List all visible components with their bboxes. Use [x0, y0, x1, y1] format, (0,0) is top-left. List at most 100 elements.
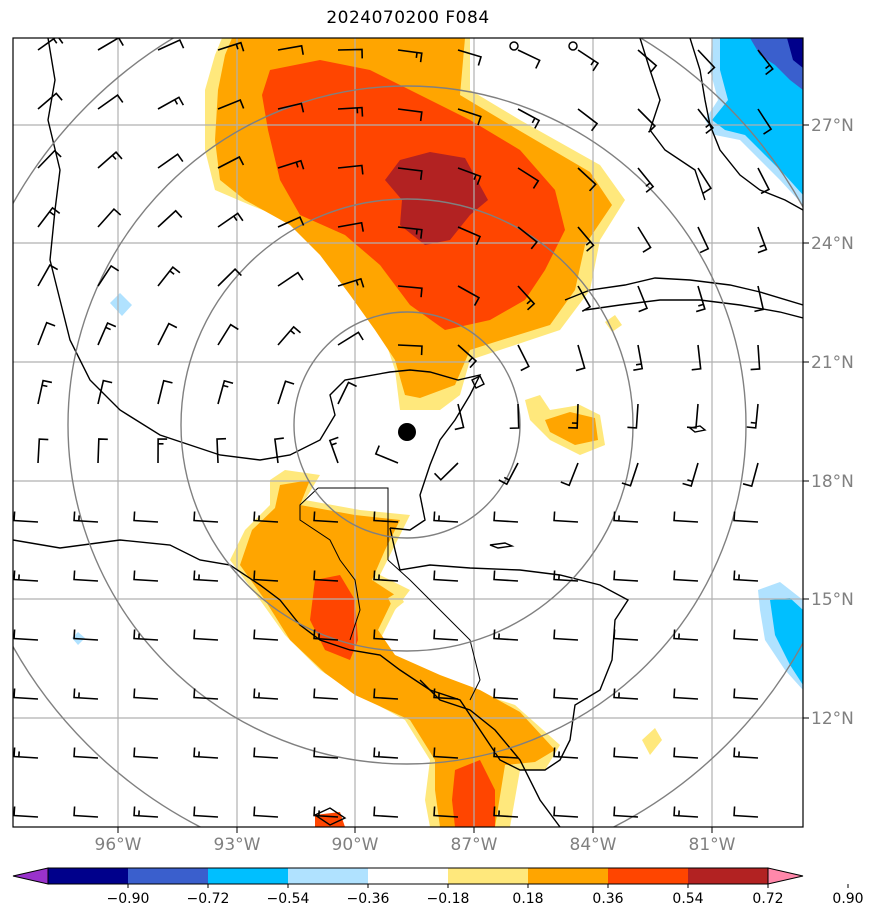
wind-barb [433, 462, 459, 481]
wind-barb [133, 511, 159, 523]
colorbar-label: 0.90 [832, 891, 863, 907]
colorbar-cell [208, 868, 289, 884]
wind-barb [613, 806, 639, 818]
wind-barb [313, 747, 339, 759]
wind-barb [733, 747, 759, 759]
contour-fill-0.36-south [240, 480, 555, 827]
wind-barb [433, 688, 459, 700]
wind-barb [621, 462, 639, 487]
wind-barb [457, 285, 481, 306]
wind-barb [73, 806, 99, 818]
wind-barb [697, 49, 716, 75]
wind-barb [337, 221, 365, 232]
wind-barb [73, 747, 99, 759]
wind-barb [217, 41, 245, 52]
wind-barb [757, 167, 771, 195]
wind-barb [157, 209, 183, 228]
wind-barb [457, 108, 482, 126]
wind-barb [313, 688, 339, 700]
wind-barb [553, 511, 579, 523]
wind-barb [217, 99, 245, 110]
lat-tick-labels: 27°N 24°N 21°N 18°N 15°N 12°N [811, 116, 854, 729]
wind-barb [73, 629, 99, 641]
wind-barb [637, 167, 655, 193]
colorbar-label: 0.18 [512, 891, 543, 907]
map-area [13, 38, 803, 827]
wind-barb [673, 747, 699, 759]
wind-barb [673, 629, 699, 641]
colorbar-label: −0.18 [427, 891, 470, 907]
wind-barb [517, 49, 541, 69]
lat-tick-label: 27°N [811, 116, 854, 136]
wind-barb [733, 511, 759, 523]
wind-barb [277, 44, 304, 55]
wind-barb [697, 108, 715, 135]
wind-barb [193, 570, 219, 582]
lon-tick-labels: 96°W 93°W 90°W 87°W 84°W 81°W [95, 835, 736, 855]
wind-barb [493, 570, 519, 582]
wind-barb [433, 570, 459, 582]
lon-tick-label: 90°W [332, 835, 379, 855]
contour-fill-neg0.54-ne [750, 38, 803, 90]
wind-barb [373, 688, 399, 700]
wind-barb [37, 264, 59, 287]
wind-barb [328, 436, 339, 464]
colorbar-cell [608, 868, 689, 884]
wind-barb [277, 216, 305, 228]
wind-barb [97, 264, 120, 287]
wind-barb [217, 155, 245, 169]
wind-barb [637, 285, 649, 313]
wind-barb [695, 285, 706, 313]
wind-barb [277, 325, 302, 346]
wind-barb [277, 271, 304, 287]
wind-barb [577, 226, 595, 252]
colorbar-extend-left [12, 867, 49, 885]
range-rings [13, 38, 803, 827]
wind-barb [733, 688, 759, 700]
wind-barb [37, 92, 63, 110]
wind-barb [193, 688, 219, 700]
colorbar-label: −0.54 [267, 891, 310, 907]
wind-barb [97, 93, 124, 110]
wind-barb [97, 38, 124, 51]
colorbar-cell [448, 868, 529, 884]
wind-barb [253, 511, 279, 523]
wind-barb [133, 629, 159, 641]
wind-barb [13, 806, 39, 818]
colorbar-cell [688, 868, 769, 884]
colorbar-extend-right [767, 867, 804, 885]
wind-barb [493, 688, 519, 700]
wind-barb [157, 96, 185, 110]
wind-barb [373, 629, 399, 641]
wind-barb [193, 511, 219, 523]
wind-barb [157, 153, 184, 169]
wind-barb [277, 380, 295, 405]
lat-tick-label: 24°N [811, 234, 854, 254]
wind-barb [517, 285, 536, 311]
contour-fill-neg0.36-se [770, 598, 803, 685]
wind-barb [498, 462, 519, 486]
wind-barb [313, 806, 339, 818]
wind-barb [374, 445, 399, 464]
wind-barb [577, 285, 592, 312]
wind-barb [673, 511, 699, 523]
wind-barb [217, 212, 244, 228]
wind-barb [433, 747, 459, 759]
wind-barb [253, 747, 279, 759]
wind-barb [517, 108, 541, 129]
wind-barb [613, 629, 639, 641]
graticule [13, 38, 803, 827]
wind-barb [37, 149, 62, 169]
wind-barb [373, 570, 399, 582]
colorbar-label: 0.36 [592, 891, 623, 907]
wind-barb [313, 570, 339, 582]
colorbar-cell [48, 868, 129, 884]
wind-barb [73, 688, 99, 700]
lon-tick-label: 81°W [689, 835, 736, 855]
lat-tick-label: 15°N [811, 590, 854, 610]
wind-barb [509, 403, 520, 430]
wind-barb [37, 321, 56, 346]
wind-barb [337, 164, 364, 175]
wind-barb [157, 379, 173, 405]
wind-barb [433, 511, 459, 523]
